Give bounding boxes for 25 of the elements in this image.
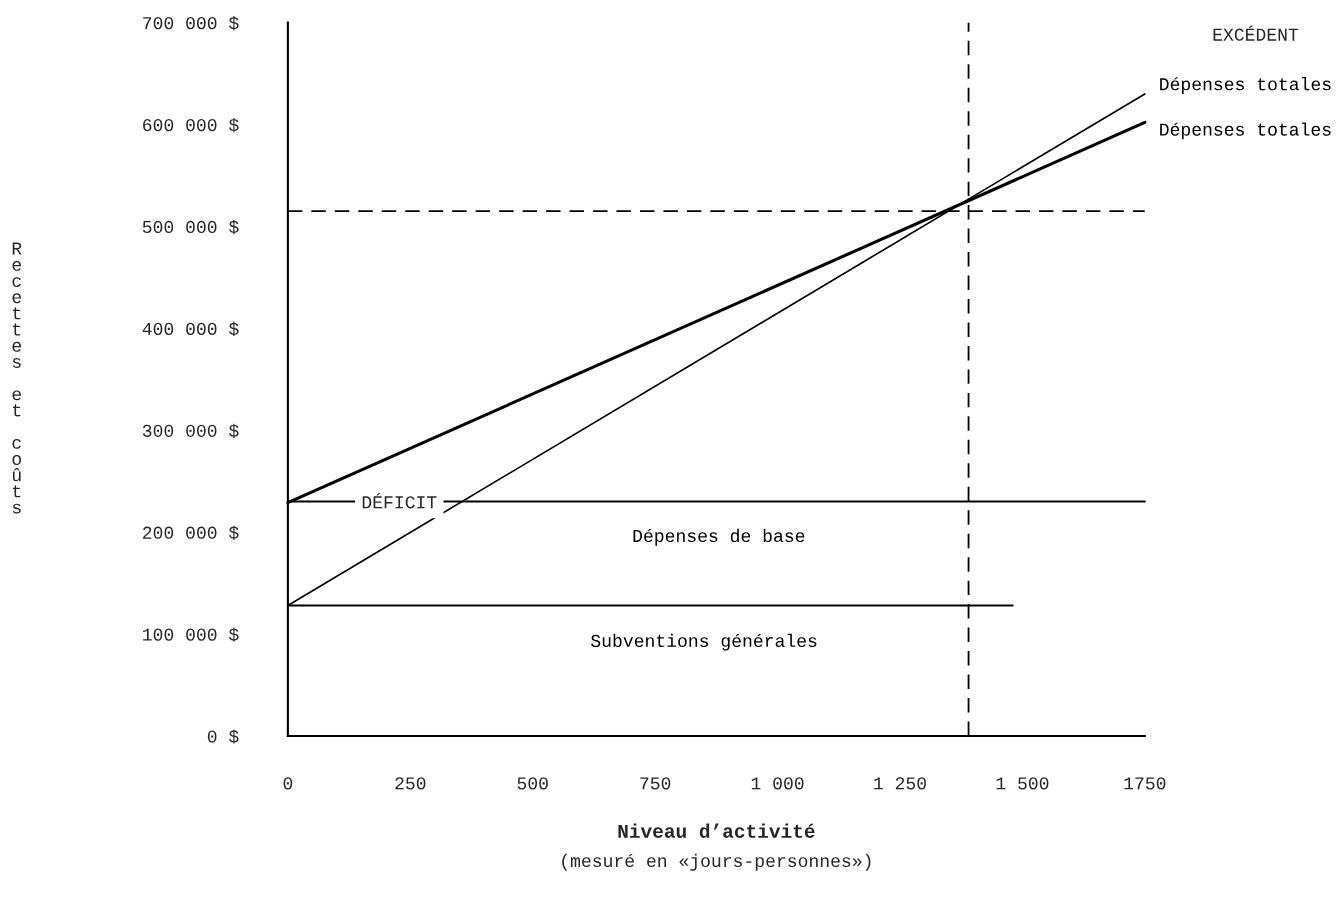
y-tick-label: 500 000 $ bbox=[142, 219, 239, 235]
series-label: Subventions générales bbox=[591, 633, 817, 651]
x-tick-label: 1750 bbox=[1124, 777, 1166, 790]
series-label: Dépenses totales bbox=[1160, 77, 1331, 94]
y-tick-label: 400 000 $ bbox=[142, 321, 239, 337]
x-tick-label: 0 bbox=[283, 777, 293, 790]
y-tick-label: 0 $ bbox=[207, 729, 239, 744]
text: (mesuré en «jours-personnes») bbox=[562, 853, 871, 871]
x-tick-label: 1 250 bbox=[874, 777, 926, 790]
y-tick-label: 600 000 $ bbox=[143, 118, 239, 133]
series-label: Dépenses totales bbox=[1160, 122, 1331, 140]
x-tick-label: 1 500 bbox=[996, 777, 1049, 790]
y-tick-label: 700 000 $ bbox=[143, 16, 239, 31]
x-tick-label: 1 000 bbox=[751, 777, 804, 790]
text: Recettes et coûts bbox=[12, 242, 22, 514]
x-tick-label: 750 bbox=[640, 777, 671, 790]
annotation: DÉFICIT bbox=[362, 493, 437, 509]
y-tick-label: 100 000 $ bbox=[143, 627, 239, 642]
y-tick-label: 200 000 $ bbox=[143, 525, 239, 540]
series-label: Dépenses de base bbox=[633, 528, 805, 546]
y-tick-label: 300 000 $ bbox=[142, 423, 239, 438]
x-tick-label: 250 bbox=[395, 777, 426, 790]
text: EXCÉDENT bbox=[1213, 25, 1299, 41]
x-axis-title: Niveau d’activité bbox=[618, 823, 815, 838]
x-tick-label: 500 bbox=[517, 777, 548, 790]
